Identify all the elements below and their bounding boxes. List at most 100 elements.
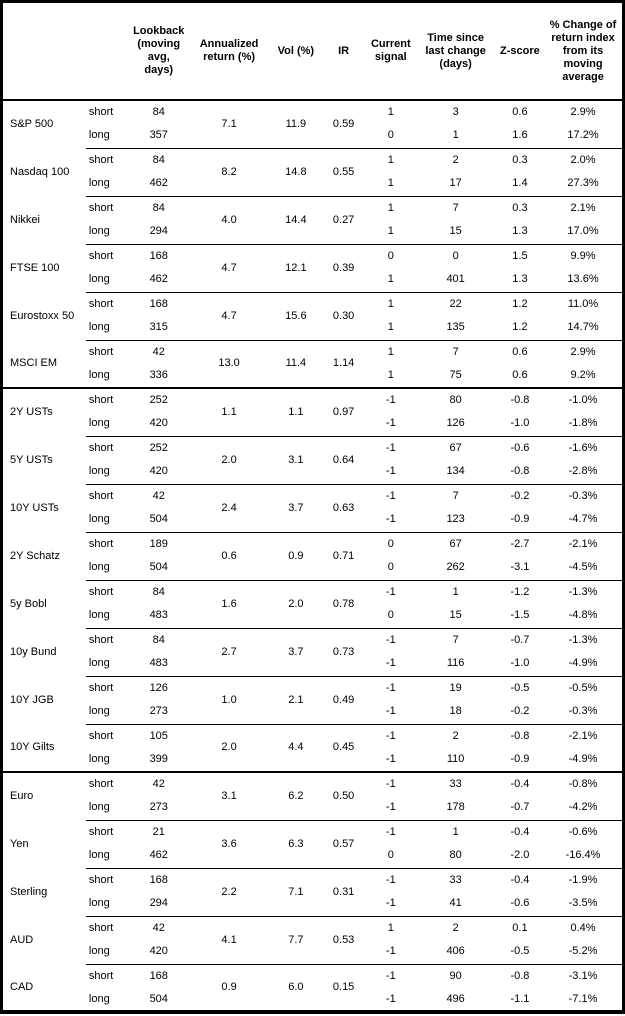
pct-change-short: -2.1%	[568, 729, 598, 742]
pct-change-long: 27.3%	[544, 172, 624, 197]
row-label-short: short	[88, 921, 114, 934]
z-score-long: -0.9	[495, 508, 545, 533]
lookback-short: 168	[149, 873, 168, 886]
lookback-long: 420	[130, 460, 188, 485]
current-signal-short: -1	[385, 633, 396, 646]
lookback-short: 84	[152, 106, 165, 118]
lookback-short: 84	[152, 585, 165, 598]
row-label-long: long	[85, 268, 131, 293]
row-label-long: long	[85, 796, 131, 821]
z-score-long: -1.5	[495, 604, 545, 629]
row-label-short: short	[88, 729, 114, 742]
asset-row-short: Yen short 21 3.6 6.3 0.57 -1 1 -0.4 -0.6%	[2, 820, 624, 869]
asset-row-short: 2Y Schatz short 189 0.6 0.9 0.71 0 67 -2.7 -2.1%	[2, 532, 624, 581]
lookback-short: 126	[149, 681, 168, 694]
lookback-long: 462	[130, 844, 188, 869]
lookback-short: 189	[149, 537, 168, 550]
pct-change-long: -7.1%	[568, 992, 598, 1005]
pct-change-short: -0.5%	[568, 681, 598, 694]
z-score-short: -0.6	[510, 441, 530, 454]
lookback-long: 315	[130, 316, 188, 341]
row-label-short: short	[88, 778, 114, 790]
row-label-short: short	[88, 633, 114, 646]
pct-change-long: -1.8%	[544, 412, 624, 437]
row-label-short: short	[88, 585, 114, 598]
time-since-change-short: 1	[452, 585, 459, 598]
time-since-change-long: 135	[415, 316, 496, 341]
asset-row-short: Nikkei short 84 4.0 14.4 0.27 1 7 0.3 2.1%	[2, 196, 624, 245]
pct-change-short: -2.1%	[568, 537, 598, 550]
time-since-change-long: 15	[415, 220, 496, 245]
vol: 0.9	[270, 532, 321, 581]
z-score-short: 0.3	[512, 153, 528, 166]
pct-change-short: -1.9%	[568, 873, 598, 886]
vol: 11.9	[270, 100, 321, 149]
asset-row-long: long 420 -1 126 -1.0 -1.8%	[2, 412, 624, 437]
pct-change-short: 2.9%	[570, 345, 596, 358]
ir: 0.63	[321, 484, 367, 533]
time-since-change-short: 33	[449, 873, 462, 886]
vol: 3.1	[270, 436, 321, 485]
annualized-return: 3.1	[187, 772, 271, 821]
vol: 15.6	[270, 292, 321, 341]
z-score-short: 1.2	[512, 297, 528, 310]
row-label-short: short	[88, 681, 114, 694]
pct-change-long: 17.2%	[544, 124, 624, 149]
time-since-change-long: 110	[415, 748, 496, 773]
current-signal-long: -1	[366, 700, 416, 725]
ir: 0.55	[321, 148, 367, 197]
ir: 0.57	[321, 820, 367, 869]
pct-change-long: -5.2%	[544, 940, 624, 965]
time-since-change-long: 15	[415, 604, 496, 629]
asset-row-long: long 462 1 17 1.4 27.3%	[2, 172, 624, 197]
asset-row-long: long 504 0 262 -3.1 -4.5%	[2, 556, 624, 581]
pct-change-long: -4.5%	[544, 556, 624, 581]
asset-row-long: long 504 -1 496 -1.1 -7.1%	[2, 988, 624, 1012]
annualized-return: 4.7	[187, 292, 271, 341]
z-score-long: 1.3	[495, 268, 545, 293]
z-score-long: -2.0	[495, 844, 545, 869]
z-score-long: 1.3	[495, 220, 545, 245]
vol: 14.4	[270, 196, 321, 245]
annualized-return: 4.1	[187, 916, 271, 965]
row-label-short: short	[88, 153, 114, 166]
current-signal-long: -1	[366, 460, 416, 485]
asset-row-long: long 315 1 135 1.2 14.7%	[2, 316, 624, 341]
z-score-short: -2.7	[510, 537, 530, 550]
row-label-long: long	[85, 508, 131, 533]
pct-change-short: -3.1%	[568, 969, 598, 982]
asset-row-short: 10Y USTs short 42 2.4 3.7 0.63 -1 7 -0.2 -0.3%	[2, 484, 624, 533]
table-header: Lookback (moving avg, days) Annualized r…	[1, 1, 624, 101]
current-signal-long: -1	[366, 796, 416, 821]
ir: 0.71	[321, 532, 367, 581]
row-label-long: long	[85, 652, 131, 677]
pct-change-long: -3.5%	[544, 892, 624, 917]
lookback-short: 84	[152, 201, 165, 214]
asset-name: Nikkei	[10, 213, 40, 226]
asset-row-long: long 483 -1 116 -1.0 -4.9%	[2, 652, 624, 677]
vol: 3.7	[270, 484, 321, 533]
z-score-long: -0.6	[495, 892, 545, 917]
header-asset	[1, 1, 86, 101]
current-signal-long: 1	[366, 316, 416, 341]
pct-change-short: 2.9%	[570, 106, 596, 118]
z-score-long: 1.6	[495, 124, 545, 149]
row-label-short: short	[88, 297, 114, 310]
asset-row-short: CAD short 168 0.9 6.0 0.15 -1 90 -0.8 -3.1%	[2, 964, 624, 993]
z-score-long: -3.1	[495, 556, 545, 581]
pct-change-short: 2.1%	[570, 201, 596, 214]
header-leg	[85, 1, 131, 101]
pct-change-long: 9.2%	[544, 364, 624, 389]
time-since-change-long: 134	[415, 460, 496, 485]
asset-name: 10y Bund	[10, 645, 57, 658]
asset-row-short: 2Y USTs short 252 1.1 1.1 0.97 -1 80 -0.8 -1.0%	[2, 388, 624, 437]
pct-change-short: -1.3%	[568, 633, 598, 646]
time-since-change-long: 17	[415, 172, 496, 197]
row-label-short: short	[88, 201, 114, 214]
time-since-change-long: 496	[446, 992, 465, 1005]
asset-name: 2Y USTs	[10, 406, 53, 418]
asset-row-long: long 336 1 75 0.6 9.2%	[2, 364, 624, 389]
annualized-return: 13.0	[187, 340, 271, 389]
time-since-change-long: 123	[415, 508, 496, 533]
